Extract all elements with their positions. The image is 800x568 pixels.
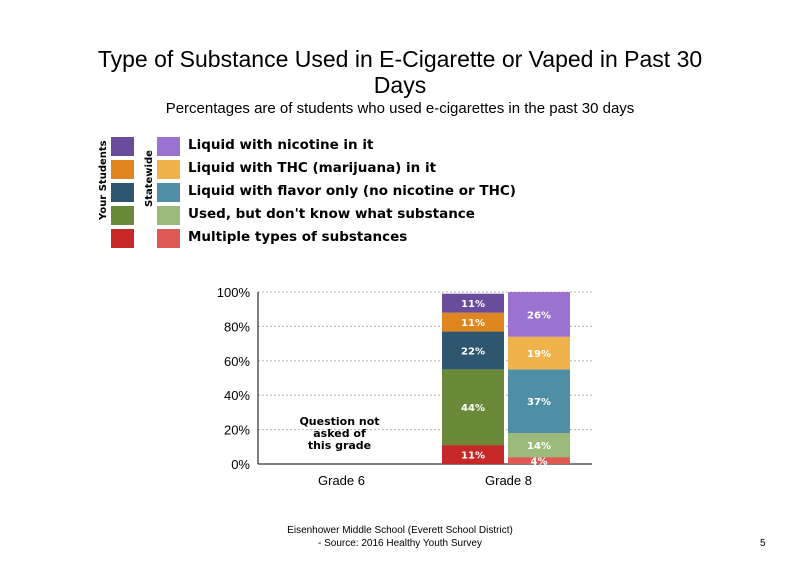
bar-segment xyxy=(442,312,504,332)
legend-swatch-your xyxy=(111,137,134,156)
chart-title: Type of Substance Used in E-Cigarette or… xyxy=(60,46,740,98)
legend-label: Used, but don't know what substance xyxy=(188,206,475,222)
not-asked-note-line: this grade xyxy=(308,439,371,452)
bar-segment xyxy=(442,445,504,464)
bar-segment xyxy=(442,369,504,446)
y-tick-label: 100% xyxy=(217,285,251,300)
legend-swatch-state xyxy=(157,183,180,202)
chart-subtitle: Percentages are of students who used e-c… xyxy=(165,100,635,117)
legend-label: Liquid with nicotine in it xyxy=(188,137,374,153)
legend-swatch-your xyxy=(111,229,134,248)
bar-segment xyxy=(442,293,504,313)
legend-swatch-your xyxy=(111,160,134,179)
bar-segment xyxy=(442,331,504,370)
x-tick-label: Grade 8 xyxy=(485,473,532,488)
footer: Eisenhower Middle School (Everett School… xyxy=(250,524,550,550)
y-tick-label: 20% xyxy=(224,423,250,438)
page-number: 5 xyxy=(760,538,766,549)
bar-segment xyxy=(508,369,570,434)
data-label: 14% xyxy=(527,441,551,452)
footer-school: Eisenhower Middle School (Everett School… xyxy=(287,525,513,536)
y-tick-label: 0% xyxy=(231,457,250,472)
data-label: 11% xyxy=(461,451,485,462)
bar-segment xyxy=(508,433,570,458)
y-tick-label: 60% xyxy=(224,354,250,369)
x-tick-label: Grade 6 xyxy=(318,473,365,488)
legend-label: Liquid with flavor only (no nicotine or … xyxy=(188,183,516,199)
data-label: 37% xyxy=(527,397,551,408)
data-label: 11% xyxy=(461,318,485,329)
not-asked-note-line: Question not xyxy=(299,415,379,428)
data-label: 44% xyxy=(461,403,485,414)
chart-title-line1: Type of Substance Used in E-Cigarette or… xyxy=(97,46,703,72)
data-label: 26% xyxy=(527,310,551,321)
legend-swatch-state xyxy=(157,206,180,225)
y-tick-label: 80% xyxy=(224,319,250,334)
bar-segment xyxy=(508,457,570,464)
legend-label: Liquid with THC (marijuana) in it xyxy=(188,160,437,176)
bar-segment xyxy=(508,336,570,370)
footer-source: - Source: 2016 Healthy Youth Survey xyxy=(318,538,482,549)
data-label: 4% xyxy=(531,457,548,468)
legend-swatch-state xyxy=(157,137,180,156)
data-label: 22% xyxy=(461,346,485,357)
bar-segment xyxy=(508,292,570,337)
legend-swatch-your xyxy=(111,183,134,202)
chart-title-line2: Days xyxy=(373,72,427,98)
y-tick-label: 40% xyxy=(224,388,250,403)
data-label: 11% xyxy=(461,299,485,310)
legend-swatch-your xyxy=(111,206,134,225)
legend-swatch-state xyxy=(157,229,180,248)
not-asked-note-line: asked of xyxy=(313,427,366,440)
legend-swatch-state xyxy=(157,160,180,179)
legend-label: Multiple types of substances xyxy=(188,229,408,245)
data-label: 19% xyxy=(527,349,551,360)
